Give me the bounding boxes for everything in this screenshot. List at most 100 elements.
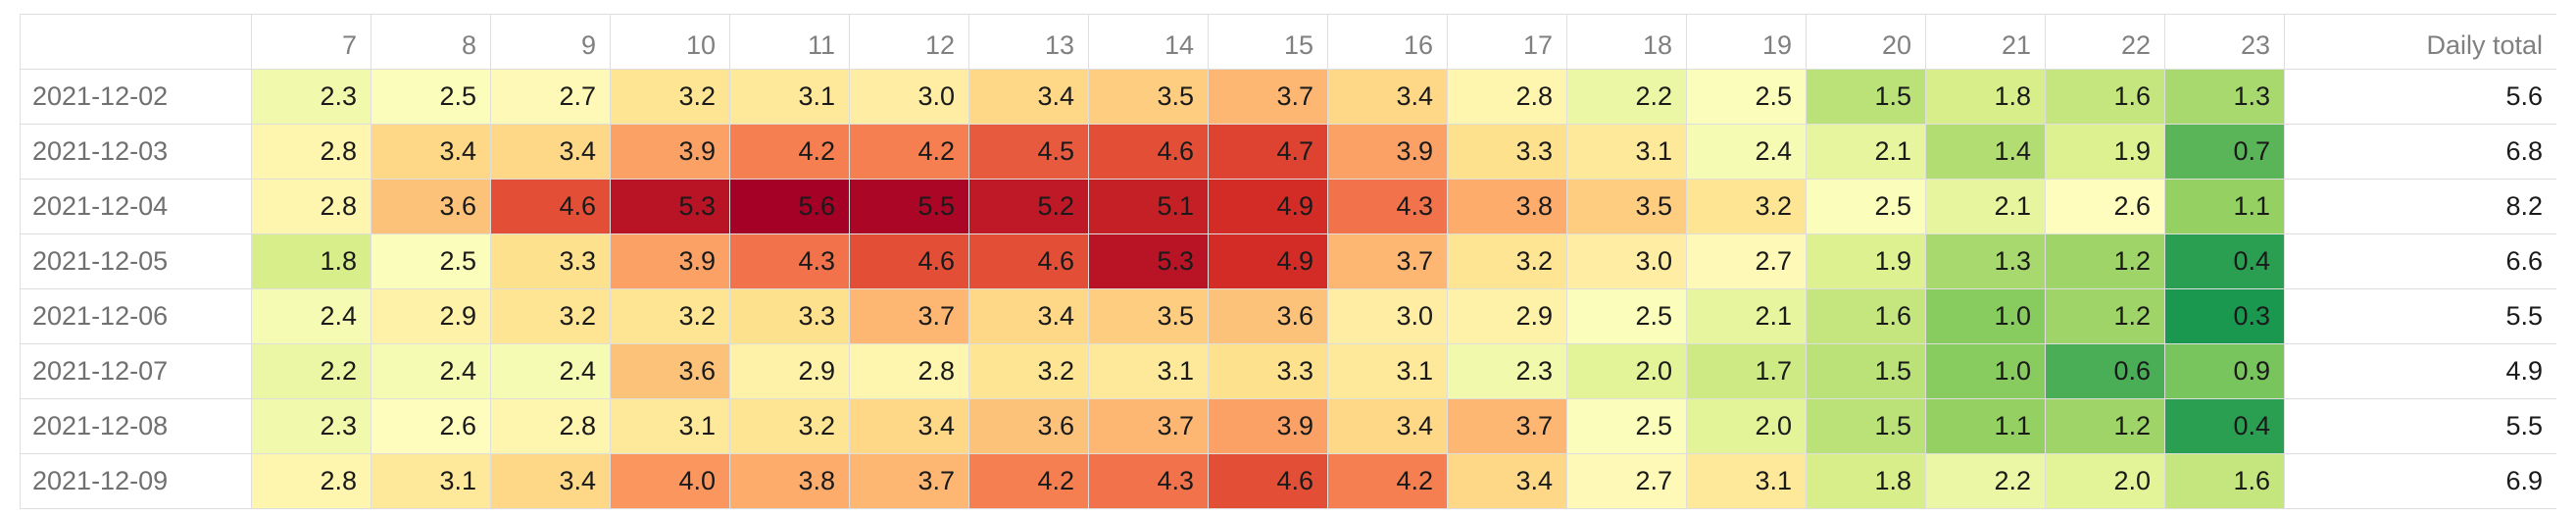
heatmap-cell: 2.0 (2045, 453, 2165, 509)
column-header-hour[interactable]: 12 (849, 14, 969, 70)
heatmap-cell: 3.2 (610, 288, 730, 344)
column-header-hour[interactable]: 7 (251, 14, 372, 70)
heatmap-cell: 3.2 (1686, 179, 1807, 234)
heatmap-cell: 3.4 (490, 453, 611, 509)
heatmap-cell: 4.3 (1327, 179, 1448, 234)
heatmap-cell: 1.0 (1925, 288, 2046, 344)
header-row: 7 8 9 10 11 12 13 14 15 16 17 18 19 20 21 22 23 Daily tot… (20, 14, 2556, 70)
heatmap-cell: 1.6 (2045, 69, 2165, 125)
column-header-hour[interactable]: 13 (968, 14, 1089, 70)
heatmap-cell: 4.2 (1327, 453, 1448, 509)
heatmap-cell: 4.3 (1088, 453, 1209, 509)
heatmap-cell: 4.6 (849, 233, 969, 289)
heatmap-cell: 0.4 (2164, 398, 2285, 454)
heatmap-cell: 1.4 (1925, 124, 2046, 180)
heatmap-cell: 2.9 (371, 288, 491, 344)
heatmap-cell: 2.6 (371, 398, 491, 454)
heatmap-cell: 1.3 (2164, 69, 2285, 125)
heatmap-cell: 2.3 (251, 69, 372, 125)
heatmap-table-container: 7 8 9 10 11 12 13 14 15 16 17 18 19 20 21 22 23 Daily tot… (20, 14, 2556, 518)
column-header-hour[interactable]: 20 (1806, 14, 1926, 70)
heatmap-cell: 4.2 (968, 453, 1089, 509)
heatmap-cell: 1.6 (1806, 288, 1926, 344)
heatmap-cell: 1.8 (1806, 453, 1926, 509)
heatmap-cell: 3.4 (1327, 69, 1448, 125)
heatmap-cell: 3.0 (1566, 233, 1687, 289)
heatmap-cell: 3.7 (1088, 398, 1209, 454)
column-header-hour[interactable]: 15 (1208, 14, 1328, 70)
heatmap-cell: 5.3 (610, 179, 730, 234)
heatmap-cell: 2.2 (251, 343, 372, 399)
heatmap-cell: 3.6 (610, 343, 730, 399)
heatmap-cell: 4.9 (1208, 233, 1328, 289)
column-header-hour[interactable]: 11 (729, 14, 850, 70)
column-header-daily-total[interactable]: Daily total (2284, 14, 2556, 70)
heatmap-cell: 2.9 (729, 343, 850, 399)
heatmap-cell: 3.2 (968, 343, 1089, 399)
heatmap-cell: 2.2 (1925, 453, 2046, 509)
heatmap-cell: 1.9 (2045, 124, 2165, 180)
heatmap-cell: 1.1 (1925, 398, 2046, 454)
heatmap-cell: 2.8 (251, 179, 372, 234)
column-header-hour[interactable]: 23 (2164, 14, 2285, 70)
heatmap-cell: 4.6 (1208, 453, 1328, 509)
heatmap-cell: 2.6 (2045, 179, 2165, 234)
column-header-hour[interactable]: 17 (1447, 14, 1567, 70)
heatmap-cell: 3.3 (1208, 343, 1328, 399)
hourly-heatmap-table: 7 8 9 10 11 12 13 14 15 16 17 18 19 20 21 22 23 Daily tot… (20, 14, 2556, 509)
heatmap-cell: 2.5 (1686, 69, 1807, 125)
daily-total-cell: 6.9 (2284, 453, 2556, 509)
column-header-hour[interactable]: 14 (1088, 14, 1209, 70)
column-header-hour[interactable]: 22 (2045, 14, 2165, 70)
heatmap-cell: 3.1 (371, 453, 491, 509)
heatmap-cell: 5.2 (968, 179, 1089, 234)
heatmap-cell: 2.8 (251, 453, 372, 509)
heatmap-cell: 3.3 (1447, 124, 1567, 180)
table-row: 2021-12-08 2.3 2.6 2.8 3.1 3.2 3.4 3.6 3.7 3.9 3.4… (20, 398, 2556, 454)
row-date-label: 2021-12-08 (20, 398, 252, 454)
heatmap-cell: 1.1 (2164, 179, 2285, 234)
heatmap-cell: 0.9 (2164, 343, 2285, 399)
column-header-hour[interactable]: 10 (610, 14, 730, 70)
table-body: 2021-12-02 2.3 2.5 2.7 3.2 3.1 3.0 3.4 3.5 3.7 3.4… (20, 69, 2556, 509)
heatmap-cell: 2.3 (251, 398, 372, 454)
heatmap-cell: 3.4 (1327, 398, 1448, 454)
heatmap-cell: 1.8 (1925, 69, 2046, 125)
column-header-hour[interactable]: 21 (1925, 14, 2046, 70)
heatmap-cell: 5.1 (1088, 179, 1209, 234)
heatmap-cell: 2.4 (490, 343, 611, 399)
heatmap-cell: 2.0 (1686, 398, 1807, 454)
heatmap-cell: 3.7 (1327, 233, 1448, 289)
heatmap-cell: 3.7 (1208, 69, 1328, 125)
heatmap-cell: 5.3 (1088, 233, 1209, 289)
heatmap-cell: 3.8 (729, 453, 850, 509)
heatmap-cell: 0.3 (2164, 288, 2285, 344)
table-row: 2021-12-05 1.8 2.5 3.3 3.9 4.3 4.6 4.6 5.3 4.9 3.7… (20, 233, 2556, 289)
column-header-hour[interactable]: 18 (1566, 14, 1687, 70)
heatmap-cell: 3.4 (968, 69, 1089, 125)
table-row: 2021-12-04 2.8 3.6 4.6 5.3 5.6 5.5 5.2 5.1 4.9 4.3… (20, 179, 2556, 234)
heatmap-cell: 2.8 (251, 124, 372, 180)
row-date-label: 2021-12-09 (20, 453, 252, 509)
heatmap-cell: 3.7 (849, 288, 969, 344)
daily-total-cell: 8.2 (2284, 179, 2556, 234)
column-header-hour[interactable]: 9 (490, 14, 611, 70)
heatmap-cell: 1.2 (2045, 233, 2165, 289)
column-header-hour[interactable]: 19 (1686, 14, 1807, 70)
column-header-hour[interactable]: 8 (371, 14, 491, 70)
heatmap-cell: 1.7 (1686, 343, 1807, 399)
heatmap-cell: 3.5 (1566, 179, 1687, 234)
heatmap-cell: 4.2 (729, 124, 850, 180)
table-row: 2021-12-09 2.8 3.1 3.4 4.0 3.8 3.7 4.2 4.3 4.6 4.2… (20, 453, 2556, 509)
heatmap-cell: 3.1 (1566, 124, 1687, 180)
heatmap-cell: 5.5 (849, 179, 969, 234)
heatmap-cell: 3.1 (610, 398, 730, 454)
column-header-hour[interactable]: 16 (1327, 14, 1448, 70)
heatmap-cell: 0.4 (2164, 233, 2285, 289)
heatmap-cell: 0.6 (2045, 343, 2165, 399)
heatmap-cell: 3.3 (729, 288, 850, 344)
heatmap-cell: 3.0 (1327, 288, 1448, 344)
row-date-label: 2021-12-03 (20, 124, 252, 180)
heatmap-cell: 2.0 (1566, 343, 1687, 399)
heatmap-cell: 3.4 (1447, 453, 1567, 509)
